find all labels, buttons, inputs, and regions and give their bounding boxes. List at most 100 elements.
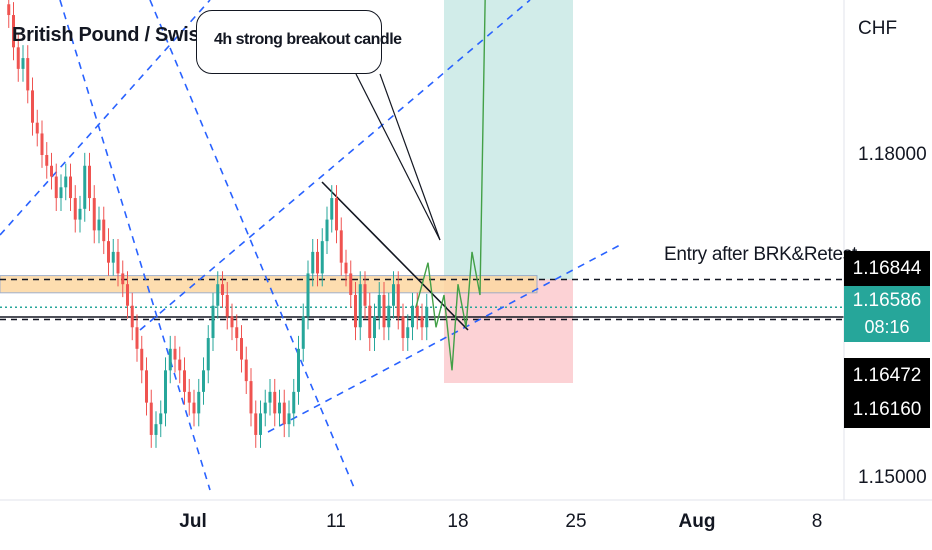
candle-body: [268, 391, 272, 403]
candles-layer: [7, 0, 429, 448]
candle-body: [168, 348, 172, 371]
zones-layer: [0, 0, 573, 383]
candle-body: [235, 327, 239, 339]
candle-body: [135, 327, 139, 349]
target-zone: [444, 0, 573, 280]
candle-body: [344, 262, 348, 274]
candle-body: [396, 284, 400, 317]
candle-body: [21, 58, 25, 69]
candle-body: [363, 284, 367, 306]
candle-body: [130, 305, 134, 328]
candle-body: [240, 338, 243, 360]
candle-body: [107, 241, 110, 263]
candle-body: [116, 251, 120, 274]
candle-body: [411, 305, 414, 328]
candle-body: [287, 413, 291, 425]
price-badge-label: 1.16160: [852, 399, 922, 420]
candle-body: [301, 316, 305, 349]
price-tick-label: 1.18000: [858, 144, 927, 165]
candle-body: [306, 273, 310, 317]
candle-body: [187, 391, 191, 403]
candle-body: [173, 348, 177, 360]
countdown-label: 08:16: [864, 317, 910, 337]
candle-body: [401, 316, 405, 339]
candle-body: [292, 391, 296, 414]
candle-body: [197, 391, 201, 414]
candle-body: [83, 165, 87, 209]
price-badge: 1.16160: [844, 392, 930, 428]
candle-body: [54, 176, 58, 199]
candle-body: [368, 305, 372, 339]
candle-body: [420, 316, 424, 328]
candle-body: [263, 402, 267, 414]
resistance-zone: [0, 275, 538, 294]
candle-body: [415, 305, 419, 317]
candle-body: [102, 219, 106, 242]
stop-zone: [444, 279, 573, 383]
candle-body: [259, 413, 262, 435]
candle-body: [164, 370, 167, 414]
price-tick-label: 1.15000: [858, 467, 927, 488]
candle-body: [78, 208, 82, 220]
candle-body: [320, 241, 324, 274]
candle-body: [325, 219, 329, 242]
entry-label: Entry after BRK&Retest: [664, 244, 857, 265]
date-label: Jul: [179, 511, 207, 532]
candle-body: [211, 305, 215, 339]
candle-body: [354, 294, 357, 328]
price-badge: 1.16586 08:16: [844, 286, 930, 342]
candle-body: [97, 219, 101, 231]
candle-body: [206, 338, 210, 371]
candle-body: [244, 359, 248, 382]
candle-body: [35, 122, 39, 134]
candle-body: [311, 251, 315, 274]
candle-body: [282, 402, 286, 425]
candle-body: [145, 370, 148, 403]
candle-body: [230, 316, 234, 328]
date-label: 25: [565, 511, 587, 532]
price-badge: 1.16844: [844, 251, 930, 287]
candle-body: [425, 306, 429, 328]
candle-body: [69, 176, 72, 199]
candle-body: [249, 381, 253, 414]
candle-body: [92, 198, 96, 231]
candle-body: [73, 198, 77, 220]
callout-pointer: [379, 73, 441, 241]
candle-body: [121, 273, 125, 285]
candle-body: [406, 327, 410, 339]
candle-body: [140, 348, 144, 371]
candle-body: [159, 413, 163, 425]
date-label: 8: [811, 511, 823, 532]
candle-body: [373, 316, 376, 339]
candle-body: [339, 230, 343, 263]
candle-body: [31, 90, 34, 123]
candle-body: [377, 294, 381, 317]
candle-body: [221, 284, 224, 295]
candle-body: [192, 402, 196, 414]
projection-path: [415, 0, 486, 371]
candle-body: [7, 4, 11, 16]
channel-line-0: [59, 0, 211, 491]
date-label: 18: [447, 511, 469, 532]
candle-body: [59, 187, 63, 199]
candle-body: [297, 348, 300, 392]
price-badge-label: 1.16586: [852, 290, 922, 311]
candle-body: [387, 305, 391, 328]
candle-body: [183, 370, 186, 392]
callout-pointer: [355, 73, 441, 241]
candle-body: [178, 359, 182, 371]
candle-body: [154, 424, 158, 435]
channel-line-2: [149, 0, 356, 491]
date-label: 11: [326, 511, 346, 532]
date-label: Aug: [678, 511, 716, 532]
candle-body: [26, 58, 30, 91]
callout-text: 4h strong breakout candle: [214, 31, 402, 48]
candle-body: [216, 284, 220, 306]
candle-body: [335, 198, 338, 231]
candle-body: [382, 294, 386, 328]
channel-line-1: [0, 0, 211, 236]
currency-label: CHF: [858, 18, 898, 39]
candle-body: [358, 284, 362, 328]
candle-body: [126, 284, 129, 306]
